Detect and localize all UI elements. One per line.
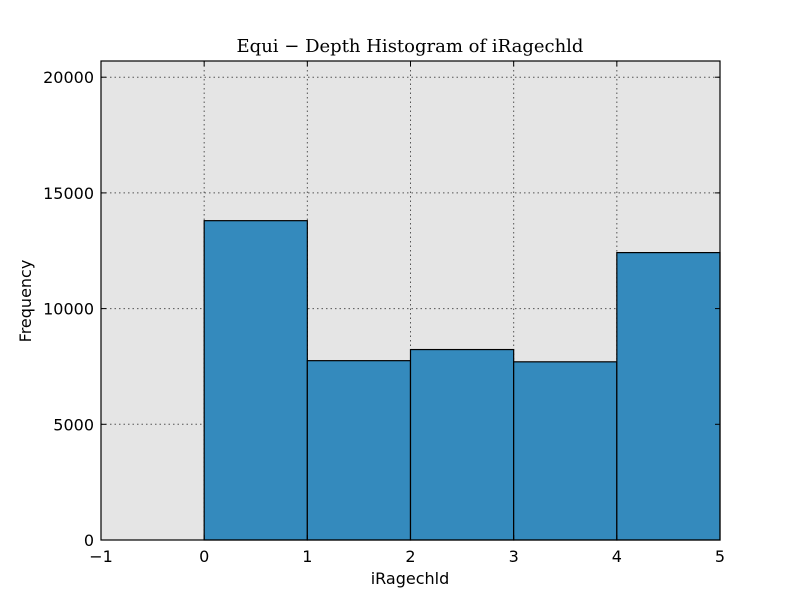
y-tick-label: 10000 xyxy=(43,300,94,319)
x-tick-label: −1 xyxy=(89,547,113,566)
chart-title: Equi − Depth Histogram of iRagechld xyxy=(237,36,584,57)
y-tick-label: 15000 xyxy=(43,184,94,203)
y-tick-label: 5000 xyxy=(53,415,94,434)
histogram-bars xyxy=(203,220,721,541)
x-tick-label: 4 xyxy=(612,547,622,566)
x-tick-label: 0 xyxy=(199,547,209,566)
histogram-bar xyxy=(203,220,308,541)
y-tick-label: 0 xyxy=(84,531,94,550)
histogram-bar xyxy=(306,360,412,541)
histogram-bar xyxy=(409,348,515,541)
y-tick-label: 20000 xyxy=(43,68,94,87)
y-axis-label: Frequency xyxy=(16,260,35,343)
x-tick-label: 1 xyxy=(302,547,312,566)
x-tick-label: 2 xyxy=(405,547,415,566)
x-axis-label: iRagechld xyxy=(371,569,450,588)
x-tick-label: 3 xyxy=(509,547,519,566)
axis-ticks xyxy=(100,61,721,541)
histogram-bar xyxy=(513,361,618,541)
histogram-bar xyxy=(616,252,721,541)
x-tick-label: 5 xyxy=(715,547,725,566)
